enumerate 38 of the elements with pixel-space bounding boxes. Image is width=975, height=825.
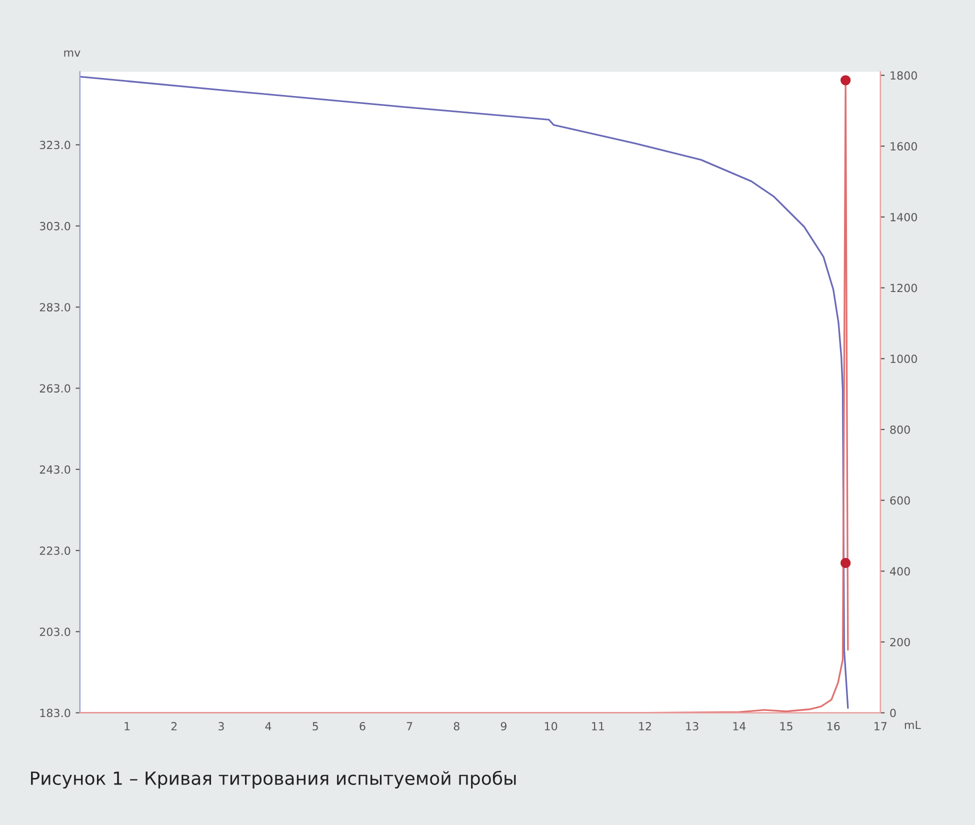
y2-tick-label: 800: [890, 425, 910, 434]
y2-tick-label: 200: [890, 638, 910, 646]
x-tick-label: 16: [827, 722, 840, 730]
text: Рисунок 1 – Кривая титрования испытуемой пробы: [31, 770, 516, 789]
x-tick-label: 7: [406, 722, 412, 730]
x-tick-label: 8: [454, 722, 460, 730]
y-tick-label: 303.0: [40, 222, 70, 230]
x-tick-label: 1: [124, 722, 130, 730]
y2-tick-label: 1800: [890, 71, 917, 80]
y2-tick-label: 400: [890, 567, 910, 576]
y-axis-title: mv: [64, 50, 80, 57]
x-tick-label: 17: [874, 722, 887, 730]
y2-tick-label: 1400: [890, 212, 917, 222]
y2-tick-label: 0: [890, 708, 896, 718]
y-tick-label: 183.0: [40, 708, 70, 718]
x-tick-label: 6: [360, 722, 366, 730]
y-tick-label: 223.0: [40, 546, 70, 555]
x-tick-label: 14: [733, 722, 746, 730]
y-tick-label: 203.0: [40, 628, 70, 636]
y-tick-label: 243.0: [40, 465, 70, 474]
x-axis-title: mL: [904, 720, 921, 729]
y-tick-label: 283.0: [40, 303, 70, 312]
y2-tick-label: 1000: [890, 354, 917, 364]
y-tick-label: 263.0: [40, 384, 70, 393]
y2-tick-label: 1200: [890, 284, 917, 292]
y2-tick-label: 1600: [890, 142, 917, 151]
x-tick-label: 12: [639, 722, 651, 730]
x-tick-label: 3: [218, 722, 224, 730]
x-tick-label: 15: [780, 722, 792, 730]
y-tick-label: 323.0: [40, 140, 70, 150]
x-tick-label: 9: [500, 722, 506, 730]
x-tick-label: 13: [686, 722, 698, 730]
x-tick-label: 4: [265, 722, 272, 730]
y2-tick-label: 600: [890, 496, 910, 505]
x-tick-label: 10: [544, 722, 558, 730]
x-tick-label: 2: [171, 722, 177, 730]
x-tick-label: 11: [592, 722, 604, 730]
x-tick-label: 5: [312, 722, 318, 730]
